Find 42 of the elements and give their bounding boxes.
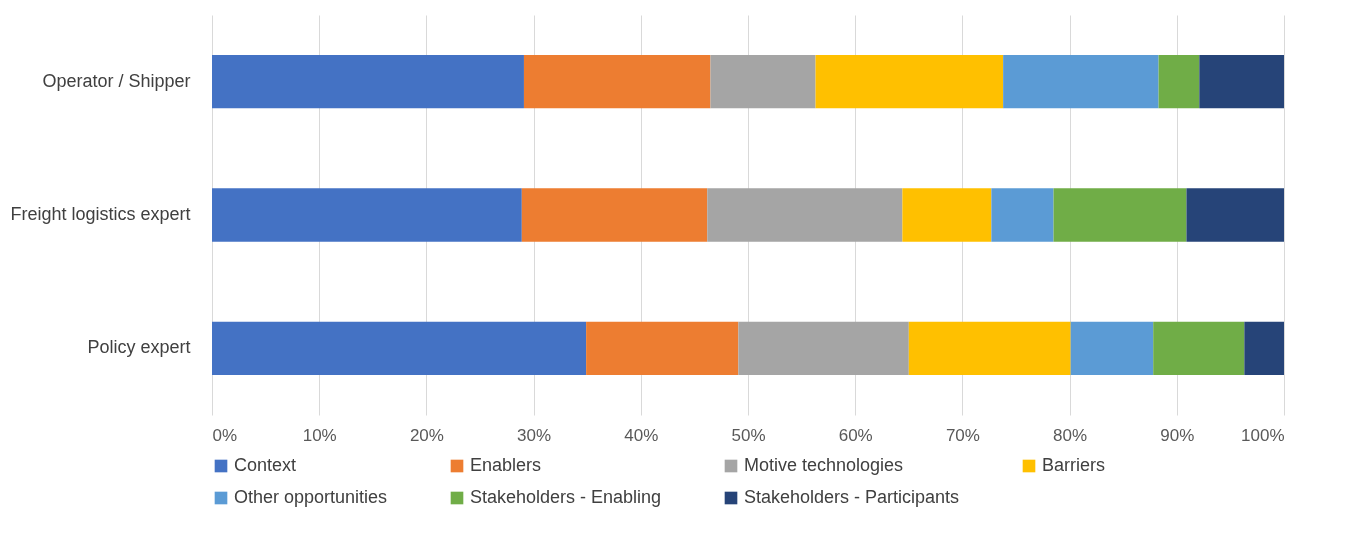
legend-label: Other opportunities: [234, 487, 388, 507]
x-tick-label: 80%: [1053, 425, 1088, 445]
bar: [707, 188, 903, 242]
x-tick-label: 40%: [624, 425, 659, 445]
x-tick-label: 30%: [517, 425, 552, 445]
y-tick-label: Freight logistics expert: [10, 204, 191, 224]
x-tick-label: 10%: [302, 425, 337, 445]
legend-label: Stakeholders - Enabling: [470, 487, 662, 507]
bar: [212, 188, 522, 242]
bar: [991, 188, 1054, 242]
y-tick-label: Operator / Shipper: [42, 70, 191, 91]
legend-label: Context: [234, 455, 297, 475]
x-tick-label: 0%: [212, 425, 238, 445]
bar: [1186, 188, 1284, 242]
bar: [1158, 55, 1200, 109]
bar: [523, 55, 711, 109]
bar: [1199, 55, 1284, 109]
bar: [710, 55, 816, 109]
bar: [586, 321, 739, 375]
bar: [521, 188, 708, 242]
bar: [212, 321, 587, 375]
bar: [1153, 321, 1245, 375]
bar: [902, 188, 992, 242]
bar: [1070, 321, 1154, 375]
x-tick-label: 100%: [1241, 425, 1285, 445]
x-tick-label: 90%: [1160, 425, 1195, 445]
bar: [1053, 188, 1187, 242]
x-tick-label: 60%: [838, 425, 873, 445]
legend-label: Enablers: [470, 455, 542, 475]
bar: [1003, 55, 1159, 109]
bar: [815, 55, 1004, 109]
bar: [908, 321, 1071, 375]
legend-label: Motive technologies: [744, 455, 904, 475]
x-tick-label: 70%: [945, 425, 980, 445]
legend-label: Barriers: [1042, 455, 1106, 475]
bar: [738, 321, 909, 375]
y-tick-label: Policy expert: [87, 337, 191, 358]
x-tick-label: 50%: [731, 425, 766, 445]
x-tick-label: 20%: [409, 425, 444, 445]
bar: [212, 55, 524, 109]
bar: [1244, 321, 1284, 375]
legend-label: Stakeholders - Participants: [744, 487, 960, 507]
